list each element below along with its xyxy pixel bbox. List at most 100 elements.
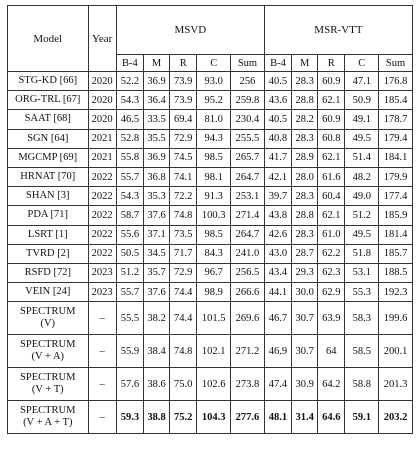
- msvd-value-cell: 259.8: [230, 90, 265, 111]
- msrvtt-value-cell: 42.1: [263, 166, 293, 188]
- model-name-cell: ORG-TRL [67]: [7, 90, 89, 111]
- msrvtt-value-cell: 31.4: [291, 400, 319, 435]
- model-name-cell: SHAN [3]: [7, 186, 89, 207]
- spectrum-model-cell: SPECTRUM (V): [7, 301, 89, 336]
- msvd-value-cell: 33.5: [143, 109, 171, 130]
- table-row: VEIN [24] 2023 55.7 37.6 74.4 98.9 266.6 44.1 30…: [7, 282, 413, 303]
- msrvtt-value-cell: 192.3: [378, 282, 413, 303]
- msvd-value-cell: 75.0: [169, 367, 198, 402]
- msvd-value-cell: 72.9: [169, 128, 198, 149]
- msrvtt-value-cell: 49.0: [344, 186, 380, 207]
- spectrum-modality-line: (V + T): [31, 384, 64, 396]
- model-name-cell: HRNAT [70]: [7, 166, 89, 188]
- msrvtt-value-cell: 64: [317, 334, 346, 369]
- msrvtt-value-cell: 63.9: [317, 301, 346, 336]
- msrvtt-value-cell: 43.8: [263, 205, 293, 226]
- msrvtt-value-cell: 53.1: [344, 262, 380, 284]
- msrvtt-value-cell: 47.1: [344, 70, 380, 92]
- msrvtt-value-cell: 64.2: [317, 367, 346, 402]
- msrvtt-value-cell: 199.6: [378, 301, 413, 336]
- msrvtt-value-cell: 179.9: [378, 166, 413, 188]
- msvd-value-cell: 55.9: [115, 334, 145, 369]
- spectrum-row: SPECTRUM (V + T) –57.6 38.6 75.0 102.6 273.8 47…: [7, 367, 413, 402]
- model-name-cell: MGCMP [69]: [7, 147, 89, 168]
- model-name-cell: STG-KD [66]: [7, 70, 89, 92]
- msvd-value-cell: 74.5: [169, 147, 198, 168]
- year-cell: 2023: [87, 282, 117, 303]
- msvd-value-cell: 52.8: [115, 128, 145, 149]
- table-row: PDA [71] 2022 58.7 37.6 74.8 100.3 271.4 43.8 28…: [7, 205, 413, 226]
- spectrum-modality-line: (V + A): [31, 351, 65, 363]
- spectrum-modality-line: (V): [40, 318, 56, 330]
- msrvtt-value-cell: 46.9: [263, 334, 293, 369]
- msrvtt-value-cell: 43.0: [263, 243, 293, 264]
- msrvtt-value-cell: 40.5: [263, 109, 293, 130]
- year-cell: 2022: [87, 224, 117, 245]
- msvd-value-cell: 36.9: [143, 147, 171, 168]
- msvd-value-cell: 94.3: [196, 128, 232, 149]
- msrvtt-value-cell: 28.3: [291, 70, 319, 92]
- table-row: MGCMP [69] 2021 55.8 36.9 74.5 98.5 265.7 41.7 2…: [7, 147, 413, 168]
- spectrum-model-cell: SPECTRUM (V + A): [7, 334, 89, 369]
- msvd-value-cell: 34.5: [143, 243, 171, 264]
- msvd-value-cell: 73.5: [169, 224, 198, 245]
- msvd-value-cell: 98.5: [196, 224, 232, 245]
- msvd-value-cell: 58.7: [115, 205, 145, 226]
- msvd-value-cell: 35.5: [143, 128, 171, 149]
- model-name-cell: SAAT [68]: [7, 109, 89, 130]
- msvd-value-cell: 101.5: [196, 301, 232, 336]
- spectrum-name-line: SPECTRUM: [20, 306, 76, 318]
- year-cell: 2022: [87, 205, 117, 226]
- msrvtt-value-cell: 28.7: [291, 243, 319, 264]
- metric-header-row: B-4 M R C Sum B-4 M R C Sum: [8, 54, 413, 72]
- msvd-value-cell: 71.7: [169, 243, 198, 264]
- msrvtt-value-cell: 28.0: [291, 166, 319, 188]
- table-row: STG-KD [66] 2020 52.2 36.9 73.9 93.0 256 40.5 28…: [7, 70, 413, 92]
- msvd-value-cell: 54.3: [115, 90, 145, 111]
- msrvtt-value-cell: 58.5: [344, 334, 380, 369]
- msrvtt-value-cell: 41.7: [263, 147, 293, 168]
- msvd-value-cell: 271.4: [230, 205, 265, 226]
- msvd-value-cell: 230.4: [230, 109, 265, 130]
- msrvtt-metric-header: M: [291, 54, 319, 72]
- year-cell: –: [87, 400, 117, 435]
- msrvtt-value-cell: 60.9: [317, 70, 346, 92]
- spectrum-model-cell: SPECTRUM (V + A + T): [7, 400, 89, 435]
- table-row: SGN [64] 2021 52.8 35.5 72.9 94.3 255.5 40.8 28.…: [7, 128, 413, 149]
- msvd-metric-header: R: [169, 54, 198, 72]
- msrvtt-value-cell: 58.8: [344, 367, 380, 402]
- table-row: HRNAT [70] 2022 55.7 36.8 74.1 98.1 264.7 42.1 2…: [7, 166, 413, 188]
- model-name-cell: TVRD [2]: [7, 243, 89, 264]
- msrvtt-value-cell: 30.7: [291, 301, 319, 336]
- msrvtt-value-cell: 39.7: [263, 186, 293, 207]
- msvd-value-cell: 74.8: [169, 334, 198, 369]
- year-cell: –: [87, 301, 117, 336]
- results-body: STG-KD [66] 2020 52.2 36.9 73.9 93.0 256 40.5 28…: [7, 70, 413, 435]
- msrvtt-value-cell: 51.4: [344, 147, 380, 168]
- msrvtt-value-cell: 61.6: [317, 166, 346, 188]
- msrvtt-value-cell: 30.0: [291, 282, 319, 303]
- msvd-value-cell: 72.2: [169, 186, 198, 207]
- msvd-value-cell: 256.5: [230, 262, 265, 284]
- msrvtt-value-cell: 181.4: [378, 224, 413, 245]
- msrvtt-value-cell: 42.6: [263, 224, 293, 245]
- model-header: Model: [7, 5, 89, 72]
- results-table: Model Year MSVD MSR-VTT B-4 M R C Sum B-4 M R C S…: [7, 5, 414, 435]
- model-name-cell: RSFD [72]: [7, 262, 89, 284]
- spectrum-modality-line: (V + A + T): [23, 417, 73, 429]
- msvd-value-cell: 100.3: [196, 205, 232, 226]
- msvd-value-cell: 59.3: [115, 400, 145, 435]
- msvd-value-cell: 253.1: [230, 186, 265, 207]
- msrvtt-value-cell: 176.8: [378, 70, 413, 92]
- msrvtt-value-cell: 30.9: [291, 367, 319, 402]
- msrvtt-header: MSR-VTT: [263, 5, 414, 55]
- msrvtt-value-cell: 48.1: [263, 400, 293, 435]
- model-name-cell: SGN [64]: [7, 128, 89, 149]
- msrvtt-value-cell: 60.8: [317, 128, 346, 149]
- msrvtt-metric-header: C: [344, 54, 380, 72]
- msrvtt-value-cell: 64.6: [317, 400, 346, 435]
- msvd-value-cell: 55.7: [115, 282, 145, 303]
- msvd-value-cell: 98.1: [196, 166, 232, 188]
- table-row: SAAT [68] 2020 46.5 33.5 69.4 81.0 230.4 40.5 28…: [7, 109, 413, 130]
- msvd-metric-header: C: [196, 54, 232, 72]
